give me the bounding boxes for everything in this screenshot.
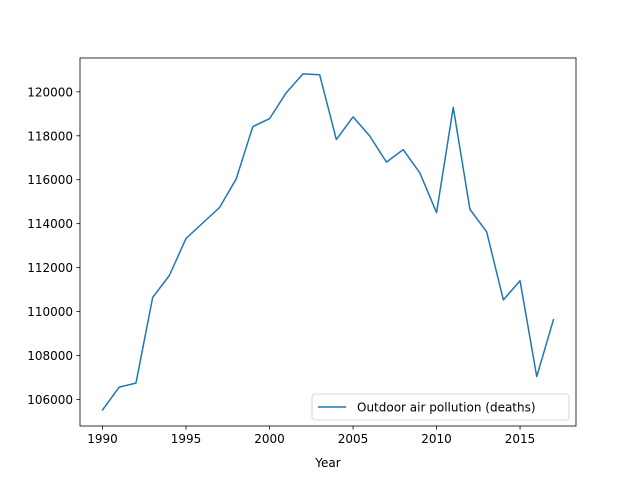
- x-axis-label: Year: [314, 456, 340, 470]
- x-tick-label-1995: 1995: [171, 432, 202, 446]
- y-axis: 106000 108000 110000 112000 114000 116000 1180…: [27, 85, 80, 407]
- y-tick-label-118000: 118000: [27, 129, 73, 143]
- y-tick-label-106000: 106000: [27, 393, 73, 407]
- x-tick-label-2005: 2005: [338, 432, 369, 446]
- x-tick-label-1990: 1990: [87, 432, 118, 446]
- y-tick-label-108000: 108000: [27, 349, 73, 363]
- x-tick-label-2010: 2010: [421, 432, 452, 446]
- x-tick-label-2015: 2015: [505, 432, 536, 446]
- x-axis: 1990 1995 2000 2005 2010 2015: [87, 426, 535, 446]
- y-tick-label-120000: 120000: [27, 85, 73, 99]
- x-tick-label-2000: 2000: [254, 432, 285, 446]
- y-tick-label-114000: 114000: [27, 217, 73, 231]
- legend-box: [311, 393, 570, 421]
- series-line-0: [101, 73, 555, 412]
- y-tick-label-112000: 112000: [27, 261, 73, 275]
- y-tick-label-110000: 110000: [27, 305, 73, 319]
- legend: Outdoor air pollution (deaths): [311, 393, 570, 421]
- y-tick-label-116000: 116000: [27, 173, 73, 187]
- legend-label: Outdoor air pollution (deaths): [357, 401, 536, 415]
- plot-frame: [79, 57, 577, 427]
